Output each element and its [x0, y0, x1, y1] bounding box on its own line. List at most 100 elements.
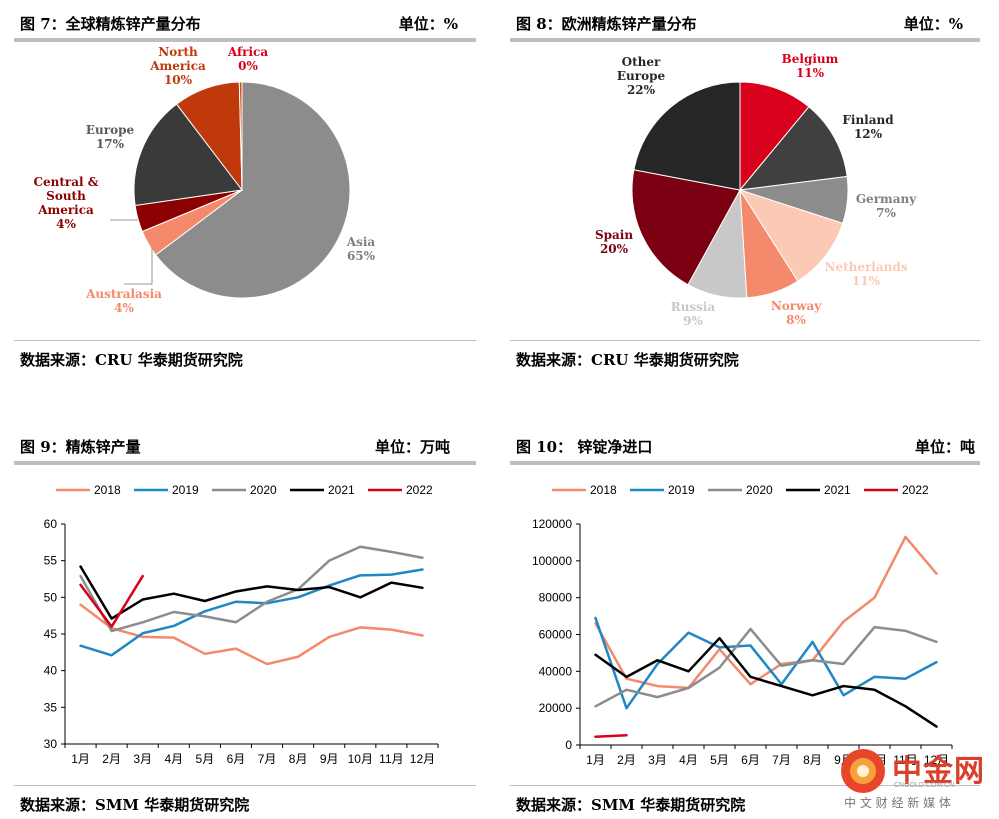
fig10-bottom-rule: [510, 785, 980, 786]
watermark-coin-icon: [841, 749, 885, 793]
fig9-x-tick-label: 7月: [258, 752, 277, 766]
fig8-slice-3: [738, 189, 844, 282]
fig7-title: 图 7：全球精炼锌产量分布: [20, 15, 201, 33]
fig9-y-tick-label: 55: [44, 554, 58, 568]
fig9-legend-label-2022: 2022: [406, 483, 433, 497]
fig10-series-line-2022: [594, 733, 628, 738]
fig9-legend-label-2019: 2019: [172, 483, 199, 497]
fig7-label-1: Australasia 4%: [85, 287, 162, 315]
fig10-x-tick-label: 1月: [586, 753, 605, 767]
fig7-label-5: Africa 0%: [227, 45, 268, 73]
fig9-x-tick-label: 10月: [348, 752, 373, 766]
fig9-x-tick-label: 12月: [410, 752, 435, 766]
fig8-top-rule: [510, 38, 980, 42]
fig10-y-tick-label: 80000: [539, 591, 573, 605]
fig10-line-chart: 0 20000 40000 60000 80000 100000 120000 1月 2月 3月 4…: [532, 483, 953, 767]
fig9-x-tick-label: 11月: [379, 752, 403, 766]
fig8-slice-1: [738, 106, 848, 191]
fig9-x-tick-label: 3月: [133, 752, 152, 766]
fig8-source: 数据来源：CRU 华泰期货研究院: [516, 351, 739, 369]
fig10-x-tick-label: 12月: [924, 753, 949, 767]
fig7-label-4: North America 10%: [149, 45, 206, 87]
fig7-unit: 单位：%: [398, 15, 458, 33]
fig10-legend-label-2020: 2020: [746, 483, 773, 497]
fig8-pie-chart: Belgium 11% Finland 12% Germany 7% Netherlands…: [595, 52, 917, 328]
fig9-y-tick-label: 40: [44, 664, 58, 678]
fig7-label-3: Europe 17%: [86, 123, 135, 151]
fig9-series-line-2018: [79, 603, 424, 666]
fig10-y-tick-label: 20000: [539, 701, 573, 715]
fig10-x-tick-label: 8月: [803, 753, 822, 767]
fig8-slice-6: [631, 169, 741, 286]
fig8-slice-7: [633, 81, 741, 191]
fig10-x-tick-label: 3月: [648, 753, 667, 767]
watermark-domain: CNGOLD.COM.CN: [894, 782, 955, 789]
fig7-slice-5: [238, 81, 243, 191]
fig9-source: 数据来源：SMM 华泰期货研究院: [20, 796, 250, 814]
fig7-slice-0: [154, 81, 351, 299]
fig7-bottom-rule: [14, 340, 476, 341]
fig9-series-line-2022: [79, 574, 144, 628]
fig7-slice-3: [133, 103, 243, 207]
fig9-y-tick-label: 30: [44, 737, 58, 751]
fig10-x-tick-label: 11月: [893, 753, 917, 767]
watermark-brand: 中金网: [892, 754, 985, 789]
fig7-source: 数据来源：CRU 华泰期货研究院: [20, 351, 243, 369]
watermark-tagline: 中 文 财 经 新 媒 体: [844, 796, 951, 810]
fig10-y-tick-label: 0: [565, 738, 572, 752]
watermark-logo: 中金网 CNGOLD.COM.CN 中 文 财 经 新 媒 体: [838, 744, 998, 816]
fig9-x-tick-label: 2月: [102, 752, 121, 766]
fig9-x-tick-label: 1月: [71, 752, 90, 766]
fig7-pie-chart: Asia 65% Australasia 4% Central & South Americ…: [33, 45, 376, 315]
fig9-title: 图 9：精炼锌产量: [20, 438, 141, 456]
fig7-label-0: Asia 65%: [346, 235, 376, 263]
fig10-y-tick-label: 60000: [539, 628, 573, 642]
fig10-legend-label-2019: 2019: [668, 483, 695, 497]
fig9-x-tick-label: 6月: [227, 752, 246, 766]
fig10-legend-label-2018: 2018: [590, 483, 617, 497]
fig10-x-tick-label: 6月: [741, 753, 760, 767]
fig9-legend-label-2018: 2018: [94, 483, 121, 497]
fig8-bottom-rule: [510, 340, 980, 341]
fig10-y-tick-label: 100000: [532, 554, 572, 568]
fig10-x-tick-label: 2月: [617, 753, 636, 767]
fig9-bottom-rule: [14, 785, 476, 786]
fig8-slice-0: [739, 81, 810, 192]
fig9-line-chart: 30 35 40 45 50 55 60 1月 2月 3月 4月 5月 6月 7月 8月 9月 10月 11月 12…: [44, 483, 439, 766]
fig10-top-rule: [510, 461, 980, 465]
fig9-x-tick-label: 8月: [289, 752, 308, 766]
fig7-leader-1: [124, 245, 153, 285]
fig10-legend-label-2021: 2021: [824, 483, 851, 497]
fig10-series-line-2020: [594, 625, 938, 708]
fig8-unit: 单位：%: [903, 15, 963, 33]
fig8-label-3: Netherlands 11%: [824, 260, 907, 288]
fig10-series-line-2018: [594, 535, 938, 690]
fig9-series-line-2019: [79, 568, 424, 657]
fig10-unit: 单位：吨: [914, 438, 975, 456]
fig10-legend-label-2022: 2022: [902, 483, 929, 497]
fig10-x-tick-label: 4月: [679, 753, 698, 767]
fig7-label-2: Central & South America 4%: [33, 175, 98, 231]
fig10-series-line-2019: [594, 616, 938, 710]
fig9-unit: 单位：万吨: [374, 438, 450, 456]
fig9-y-tick-label: 60: [44, 517, 58, 531]
fig8-label-0: Belgium 11%: [782, 52, 839, 80]
fig9-series-line-2021: [79, 565, 424, 620]
fig9-y-tick-label: 45: [44, 627, 58, 641]
fig8-label-4: Norway 8%: [771, 299, 822, 327]
fig7-top-rule: [14, 38, 476, 42]
fig9-x-tick-label: 4月: [164, 752, 183, 766]
fig9-x-tick-label: 5月: [196, 752, 215, 766]
fig8-label-7: Other Europe 22%: [617, 55, 666, 97]
fig10-title: 图 10： 锌锭净进口: [516, 438, 653, 456]
fig9-legend-label-2020: 2020: [250, 483, 277, 497]
fig9-series-line-2020: [79, 545, 424, 633]
fig10-x-tick-label: 7月: [772, 753, 791, 767]
fig10-source: 数据来源：SMM 华泰期货研究院: [516, 796, 746, 814]
fig9-x-tick-label: 9月: [320, 752, 339, 766]
fig8-label-2: Germany 7%: [856, 192, 917, 220]
fig9-y-tick-label: 35: [44, 700, 58, 714]
fig8-label-5: Russia 9%: [671, 300, 716, 328]
fig10-y-tick-label: 120000: [532, 517, 572, 531]
fig9-top-rule: [14, 461, 476, 465]
